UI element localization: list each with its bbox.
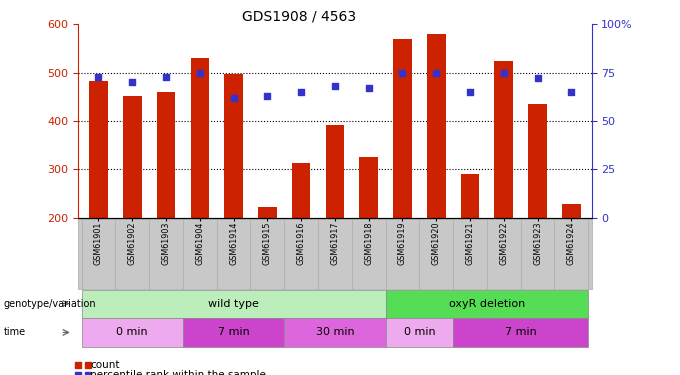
Point xyxy=(93,74,104,80)
Bar xyxy=(123,96,141,218)
Point xyxy=(126,80,137,86)
Text: 7 min: 7 min xyxy=(218,327,250,338)
Point xyxy=(160,74,171,80)
Bar xyxy=(427,34,445,218)
Point xyxy=(464,89,475,95)
Bar xyxy=(326,125,344,217)
Bar xyxy=(156,92,175,218)
Point xyxy=(262,93,273,99)
Text: 7 min: 7 min xyxy=(505,327,537,338)
Bar xyxy=(494,61,513,217)
Text: 30 min: 30 min xyxy=(316,327,354,338)
Point xyxy=(431,70,442,76)
Point xyxy=(498,70,509,76)
Bar xyxy=(528,104,547,218)
Bar xyxy=(461,174,479,217)
Text: GDS1908 / 4563: GDS1908 / 4563 xyxy=(242,9,356,23)
Text: percentile rank within the sample: percentile rank within the sample xyxy=(90,370,267,375)
Point xyxy=(296,89,307,95)
Point xyxy=(329,83,340,89)
Bar xyxy=(393,39,412,218)
Bar xyxy=(562,204,581,218)
Text: oxyR deletion: oxyR deletion xyxy=(449,298,525,309)
Bar xyxy=(224,74,243,217)
Point xyxy=(228,95,239,101)
Bar xyxy=(89,81,107,218)
Point xyxy=(566,89,577,95)
Text: 0 min: 0 min xyxy=(403,327,435,338)
Bar xyxy=(258,207,277,218)
Text: genotype/variation: genotype/variation xyxy=(3,298,96,309)
Text: 0 min: 0 min xyxy=(116,327,148,338)
Text: time: time xyxy=(3,327,26,338)
Point xyxy=(532,75,543,81)
Text: count: count xyxy=(90,360,120,370)
Point xyxy=(194,70,205,76)
Bar xyxy=(190,58,209,217)
Bar xyxy=(292,164,310,218)
Text: wild type: wild type xyxy=(208,298,259,309)
Bar xyxy=(360,157,378,218)
Point xyxy=(397,70,408,76)
Point xyxy=(363,85,374,91)
